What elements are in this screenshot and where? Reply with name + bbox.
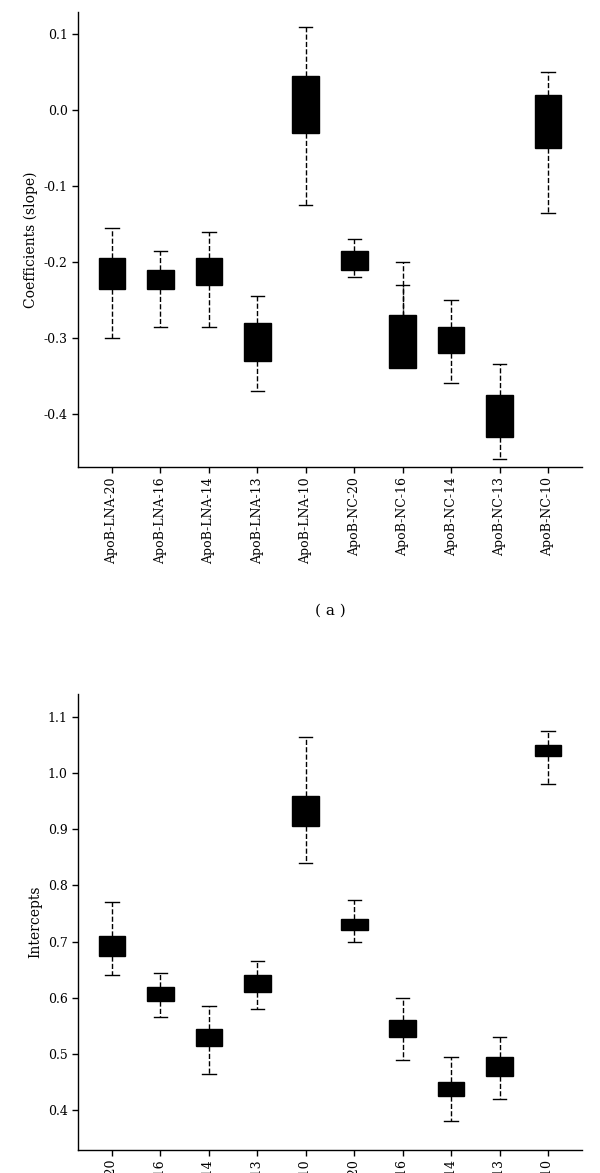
- PathPatch shape: [98, 258, 125, 289]
- PathPatch shape: [486, 395, 513, 436]
- PathPatch shape: [438, 326, 464, 353]
- PathPatch shape: [196, 258, 222, 285]
- PathPatch shape: [147, 270, 174, 289]
- PathPatch shape: [244, 976, 271, 992]
- PathPatch shape: [292, 76, 319, 133]
- PathPatch shape: [438, 1083, 464, 1096]
- PathPatch shape: [147, 986, 174, 1001]
- PathPatch shape: [389, 316, 416, 368]
- PathPatch shape: [196, 1029, 222, 1045]
- PathPatch shape: [98, 936, 125, 956]
- PathPatch shape: [292, 795, 319, 827]
- Y-axis label: Intercepts: Intercepts: [28, 886, 42, 958]
- Text: ( a ): ( a ): [314, 603, 346, 617]
- PathPatch shape: [341, 920, 368, 930]
- PathPatch shape: [535, 745, 562, 757]
- PathPatch shape: [535, 95, 562, 148]
- PathPatch shape: [389, 1021, 416, 1037]
- PathPatch shape: [341, 251, 368, 270]
- PathPatch shape: [244, 323, 271, 360]
- Y-axis label: Coefficients (slope): Coefficients (slope): [23, 171, 38, 307]
- PathPatch shape: [486, 1057, 513, 1077]
